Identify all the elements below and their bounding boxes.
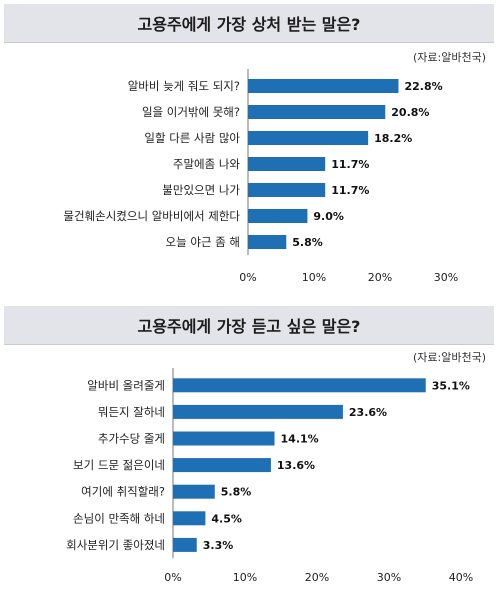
chart-1-value-label: 18.2% (374, 132, 412, 145)
chart-1-value-label: 11.7% (331, 184, 369, 197)
chart-1-value-label: 11.7% (331, 158, 369, 171)
chart-2-category-label: 손님이 만족해 하네 (73, 511, 165, 525)
chart-2-category-label: 뭐든지 잘하네 (98, 405, 165, 419)
chart-1-bar (248, 157, 326, 171)
chart-2-value-label: 5.8% (221, 486, 252, 499)
chart-2-value-label: 13.6% (277, 459, 315, 472)
chart-1-value-label: 5.8% (292, 236, 323, 249)
chart-2-category-label: 보기 드문 젊은이네 (73, 458, 165, 472)
chart-2-bar (173, 458, 271, 473)
chart-2-value-label: 35.1% (432, 379, 470, 392)
chart-1-tick-label: 30% (434, 271, 458, 284)
chart-1-bar (248, 183, 326, 197)
chart-2-category-label: 알바비 올려줄게 (87, 378, 165, 392)
chart-2-tick-label: 30% (377, 571, 401, 584)
chart-1-category-label: 주말에좀 나와 (173, 157, 241, 171)
chart-1-value-label: 20.8% (391, 106, 429, 119)
chart-1-bar (248, 209, 308, 223)
chart-2-bar (173, 511, 206, 526)
chart-2-value-label: 14.1% (281, 433, 319, 446)
chart-2-value-label: 3.3% (203, 539, 234, 552)
chart-1-bar (248, 235, 287, 249)
chart-1-value-label: 22.8% (404, 80, 442, 93)
chart-1-source: (자료:알바천국) (412, 51, 486, 64)
chart-1-tick-label: 10% (302, 271, 326, 284)
chart-2-source: (자료:알바천국) (412, 351, 486, 364)
chart-2-bar (173, 378, 426, 393)
chart-1-value-label: 9.0% (313, 210, 344, 223)
chart-2-tick-label: 10% (233, 571, 257, 584)
chart-1-category-label: 일할 다른 사람 많아 (144, 131, 240, 145)
chart-1-category-label: 일을 이거밖에 못해? (142, 105, 240, 119)
chart-2-bar (173, 431, 275, 446)
chart-1-title: 고용주에게 가장 상처 받는 말은? (4, 4, 494, 43)
chart-2-category-label: 여기에 취직할래? (81, 485, 165, 499)
chart-1-tick-label: 20% (368, 271, 392, 284)
chart-2-value-label: 23.6% (349, 406, 387, 419)
chart-1-tick-label: 0% (239, 271, 256, 284)
chart-2-title: 고용주에게 가장 듣고 싶은 말은? (4, 306, 494, 345)
chart-1-bar (248, 105, 386, 119)
chart-2-tick-label: 0% (164, 571, 181, 584)
chart-1-category-label: 불만있으면 나가 (162, 183, 240, 197)
chart-2-category-label: 회사분위기 좋아졌네 (66, 538, 165, 552)
chart-2-tick-label: 20% (305, 571, 329, 584)
chart-1-bar (248, 131, 369, 145)
chart-2-tick-label: 40% (449, 571, 473, 584)
chart-2-value-label: 4.5% (211, 512, 242, 525)
chart-1-category-label: 오늘 야근 좀 해 (166, 235, 240, 249)
chart-2-bar (173, 404, 343, 419)
chart-2-bar (173, 537, 197, 552)
chart-1-category-label: 물건훼손시켰으니 알바비에서 제한다 (63, 209, 240, 223)
chart-2-bar (173, 484, 215, 499)
chart-1-bar (248, 79, 399, 93)
chart-2-category-label: 추가수당 줄게 (98, 432, 165, 446)
chart-1-category-label: 알바비 늦게 줘도 되지? (128, 79, 240, 93)
